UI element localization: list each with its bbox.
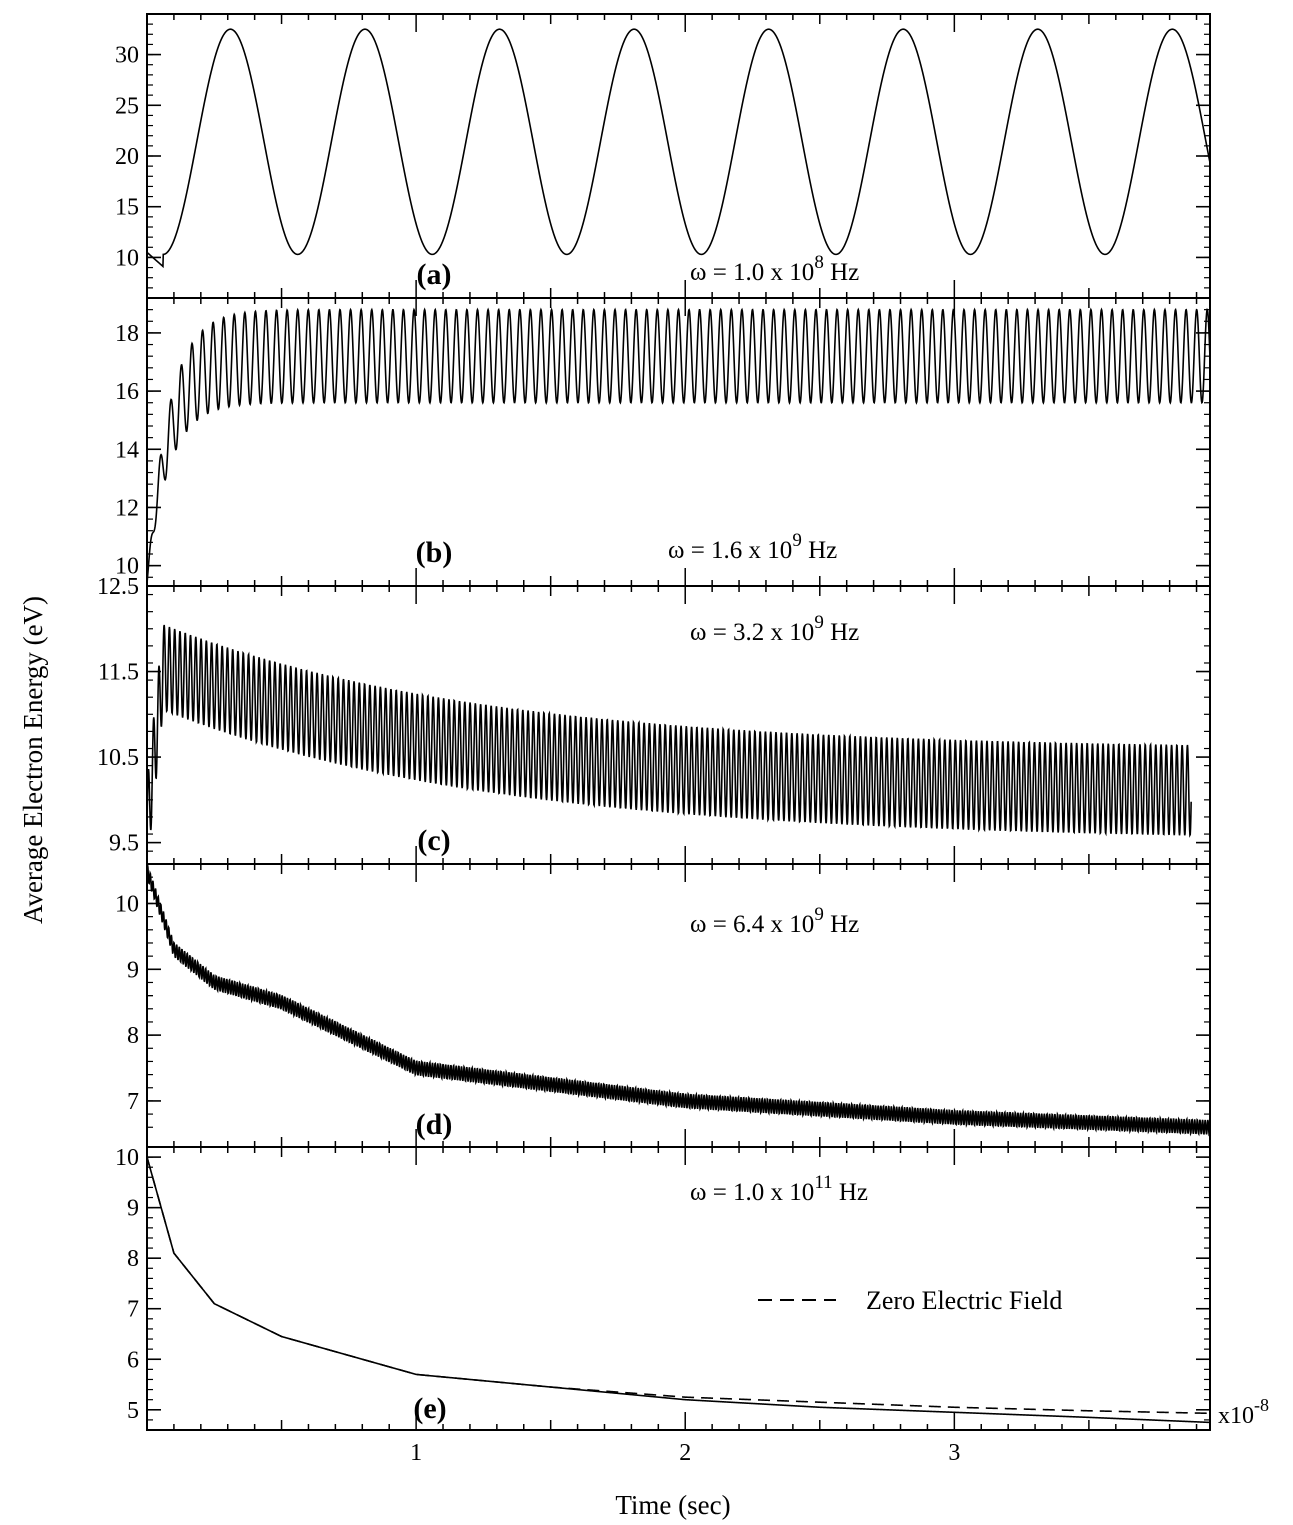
series-line bbox=[146, 865, 1211, 1137]
panel-label: (d) bbox=[416, 1108, 453, 1141]
y-tick-label: 20 bbox=[115, 144, 139, 170]
frequency-annotation: ω = 1.0 x 1011 Hz bbox=[690, 1172, 868, 1206]
panel-label: (e) bbox=[413, 1392, 446, 1425]
panel-label: (a) bbox=[417, 258, 452, 291]
frequency-base: ω = 1.0 x 10 bbox=[690, 259, 814, 286]
frequency-base: ω = 6.4 x 10 bbox=[690, 911, 814, 938]
frequency-unit: Hz bbox=[802, 537, 837, 564]
y-tick-label: 12 bbox=[115, 495, 139, 521]
y-tick-label: 14 bbox=[115, 437, 139, 463]
y-tick-label: 10 bbox=[115, 891, 139, 917]
frequency-annotation: ω = 3.2 x 109 Hz bbox=[690, 612, 859, 646]
frequency-base: ω = 1.6 x 10 bbox=[668, 537, 792, 564]
y-tick-label: 10 bbox=[115, 554, 139, 580]
chart-panel-e: 5 6 7 8 9 10 1 2 3 (e) ω = 1.0 x 1011 Hz Zero Elect… bbox=[115, 1145, 1211, 1466]
y-tick-label: 10 bbox=[115, 1145, 139, 1171]
x-axis-multiplier: x10-8 bbox=[1218, 1395, 1269, 1429]
y-tick-label: 15 bbox=[115, 195, 139, 221]
frequency-unit: Hz bbox=[824, 911, 859, 938]
frequency-annotation: ω = 6.4 x 109 Hz bbox=[690, 904, 859, 938]
x-axis-title: Time (sec) bbox=[615, 1490, 730, 1520]
series-line bbox=[146, 307, 1211, 584]
y-tick-label: 8 bbox=[127, 1023, 139, 1049]
y-tick-label: 5 bbox=[127, 1398, 139, 1424]
series-line bbox=[146, 624, 1192, 838]
y-tick-label: 8 bbox=[127, 1246, 139, 1272]
x-multiplier-base: x10 bbox=[1218, 1403, 1254, 1429]
y-axis-title: Average Electron Energy (eV) bbox=[18, 596, 48, 924]
y-tick-label: 7 bbox=[127, 1297, 139, 1323]
chart-panel-c: 9.5 10.5 11.5 12.5 (c) ω = 3.2 x 109 Hz bbox=[97, 574, 1211, 865]
series-line-zero-field bbox=[146, 1156, 1210, 1415]
y-tick-label: 7 bbox=[127, 1089, 139, 1115]
chart-panel-a: 10 15 20 25 30 (a) ω = 1.0 x 108 Hz bbox=[115, 13, 1211, 299]
y-tick-label: 6 bbox=[127, 1347, 139, 1373]
y-tick-label: 18 bbox=[115, 321, 139, 347]
y-tick-label: 10.5 bbox=[97, 745, 139, 771]
legend-label: Zero Electric Field bbox=[866, 1286, 1062, 1315]
frequency-base: ω = 1.0 x 10 bbox=[690, 1179, 814, 1206]
frequency-base: ω = 3.2 x 10 bbox=[690, 619, 814, 646]
frequency-exponent: 9 bbox=[792, 530, 802, 551]
chart-panel-b: 10 12 14 16 18 (b) ω = 1.6 x 109 Hz bbox=[115, 297, 1211, 587]
frequency-exponent: 9 bbox=[814, 904, 824, 925]
frequency-annotation: ω = 1.6 x 109 Hz bbox=[668, 530, 837, 564]
series-line bbox=[146, 28, 1211, 269]
plot-frame bbox=[146, 585, 1211, 865]
plot-frame bbox=[146, 13, 1211, 299]
y-tick-label: 9.5 bbox=[109, 831, 139, 857]
x-tick-label: 3 bbox=[948, 1440, 960, 1466]
x-tick-label: 2 bbox=[679, 1440, 691, 1466]
panel-label: (c) bbox=[417, 824, 450, 857]
y-tick-label: 9 bbox=[127, 1196, 139, 1222]
frequency-unit: Hz bbox=[833, 1179, 868, 1206]
frequency-exponent: 8 bbox=[814, 252, 824, 273]
series-line bbox=[146, 1156, 1211, 1424]
y-tick-label: 11.5 bbox=[98, 660, 139, 686]
frequency-annotation: ω = 1.0 x 108 Hz bbox=[690, 252, 859, 286]
x-multiplier-exponent: -8 bbox=[1254, 1395, 1269, 1415]
y-tick-label: 12.5 bbox=[97, 574, 139, 600]
y-tick-label: 25 bbox=[115, 93, 139, 119]
frequency-exponent: 11 bbox=[814, 1172, 832, 1193]
x-tick-label: 1 bbox=[410, 1440, 422, 1466]
y-tick-label: 9 bbox=[127, 957, 139, 983]
panel-label: (b) bbox=[416, 536, 453, 569]
frequency-unit: Hz bbox=[824, 259, 859, 286]
y-tick-label: 10 bbox=[115, 245, 139, 271]
frequency-exponent: 9 bbox=[814, 612, 824, 633]
y-tick-label: 16 bbox=[115, 379, 139, 405]
frequency-unit: Hz bbox=[824, 619, 859, 646]
y-tick-label: 30 bbox=[115, 43, 139, 69]
